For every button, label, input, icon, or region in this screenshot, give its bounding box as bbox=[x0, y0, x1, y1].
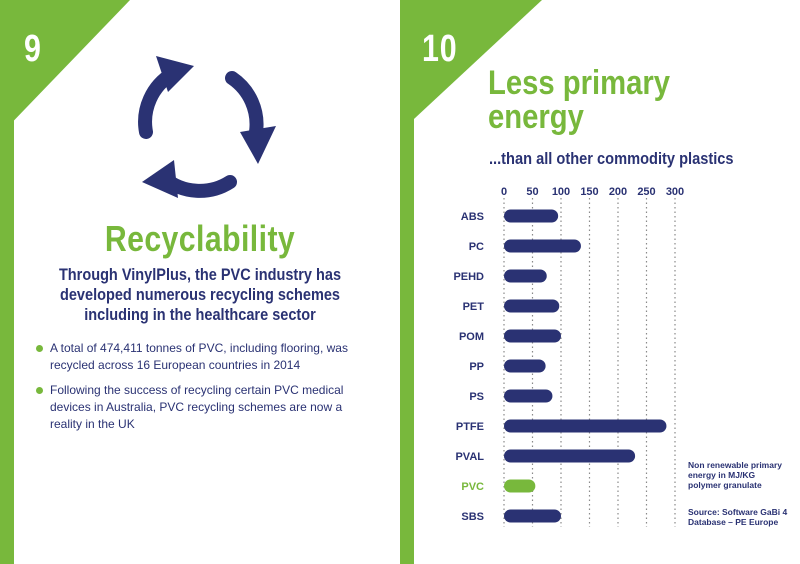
bar bbox=[504, 269, 547, 283]
chart-title-line2: energy bbox=[488, 98, 584, 136]
bar bbox=[504, 509, 561, 523]
bar bbox=[504, 209, 559, 223]
y-category-label: PTFE bbox=[456, 421, 484, 433]
right-page: 10 Less primary energy ...than all other… bbox=[400, 0, 800, 564]
bullet-dot-icon bbox=[36, 387, 43, 394]
bar bbox=[504, 479, 536, 493]
chart-source-line1: Source: Software GaBi 4 bbox=[688, 507, 788, 517]
x-tick-label: 0 bbox=[501, 186, 507, 198]
x-tick-label: 100 bbox=[552, 186, 570, 198]
chart-subtitle: ...than all other commodity plastics bbox=[489, 149, 734, 168]
x-tick-label: 200 bbox=[609, 186, 627, 198]
bullet-text: Following the success of recycling certa… bbox=[50, 383, 344, 431]
bar bbox=[504, 389, 553, 403]
bullet-item: Following the success of recycling certa… bbox=[36, 382, 366, 433]
x-tick-label: 50 bbox=[526, 186, 538, 198]
y-category-label: PVC bbox=[461, 481, 484, 493]
bullet-list: A total of 474,411 tonnes of PVC, includ… bbox=[36, 340, 366, 441]
y-category-label: SBS bbox=[461, 511, 484, 523]
y-category-label: PS bbox=[469, 391, 484, 403]
left-page-corner bbox=[0, 0, 130, 564]
bar bbox=[504, 419, 667, 433]
energy-bar-chart: 0 50 100 150 200 250 300 ABS PC PEHD PET POM PP PS PTF… bbox=[453, 186, 684, 527]
chart-title-line1: Less primary bbox=[488, 64, 671, 102]
y-category-label: PEHD bbox=[453, 271, 484, 283]
bullet-text: A total of 474,411 tonnes of PVC, includ… bbox=[50, 341, 348, 372]
y-category-label: POM bbox=[459, 331, 484, 343]
recycle-arrows-icon bbox=[138, 56, 276, 198]
x-tick-label: 150 bbox=[580, 186, 598, 198]
x-tick-label: 250 bbox=[637, 186, 655, 198]
chart-note-line2: energy in MJ/KG bbox=[688, 470, 756, 480]
left-page: 9 Recyclability Through VinylPlus, the P… bbox=[0, 0, 366, 564]
y-category-label: PVAL bbox=[455, 451, 484, 463]
right-page-corner bbox=[400, 0, 542, 564]
chart-source-line2: Database – PE Europe bbox=[688, 517, 779, 527]
section-subtitle: Through VinylPlus, the PVC industry has … bbox=[58, 266, 342, 324]
bar bbox=[504, 359, 546, 373]
section-title-recyclability: Recyclability bbox=[104, 218, 296, 259]
bullet-item: A total of 474,411 tonnes of PVC, includ… bbox=[36, 340, 366, 374]
bar bbox=[504, 239, 581, 253]
x-tick-label: 300 bbox=[666, 186, 684, 198]
chart-note-line1: Non renewable primary bbox=[688, 460, 783, 470]
bar bbox=[504, 299, 560, 313]
left-page-number: 9 bbox=[24, 28, 42, 70]
chart-note: Non renewable primary energy in MJ/KG po… bbox=[688, 460, 798, 490]
bar bbox=[504, 329, 561, 343]
chart-title: Less primary energy bbox=[488, 66, 670, 134]
y-category-label: PC bbox=[469, 241, 484, 253]
y-category-label: ABS bbox=[461, 211, 484, 223]
y-category-label: PET bbox=[463, 301, 485, 313]
chart-source: Source: Software GaBi 4 Database – PE Eu… bbox=[688, 507, 798, 527]
chart-note-line3: polymer granulate bbox=[688, 480, 762, 490]
bullet-dot-icon bbox=[36, 345, 43, 352]
right-page-number: 10 bbox=[422, 28, 458, 70]
y-category-label: PP bbox=[469, 361, 484, 373]
bar bbox=[504, 449, 636, 463]
